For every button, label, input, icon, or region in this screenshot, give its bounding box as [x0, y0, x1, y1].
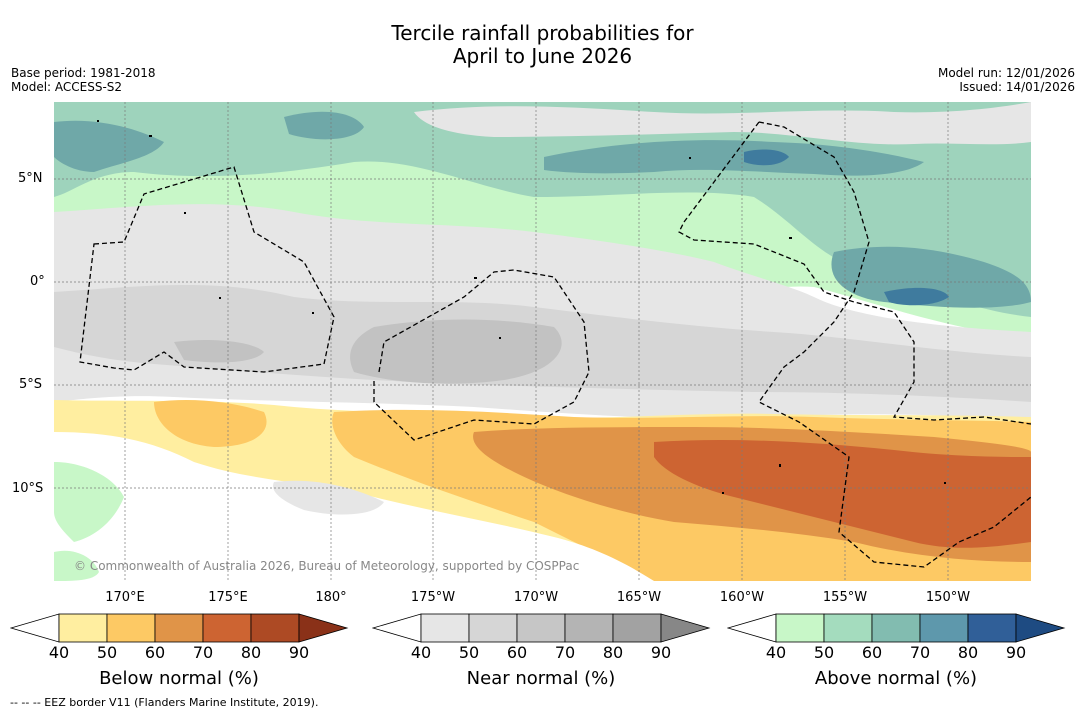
eez-borders: [79, 121, 1031, 568]
colorbar-segment: [58, 613, 108, 643]
lon-label: 170°W: [513, 590, 559, 605]
colorbar-segment: [516, 613, 566, 643]
colorbar-title-near: Near normal (%): [466, 668, 616, 689]
colorbar-tick: 60: [861, 643, 883, 662]
near-60-region-a: [350, 319, 562, 384]
colorbar-segment: [871, 613, 921, 643]
colorbar-segment: [775, 613, 825, 643]
colorbar-tick: 50: [813, 643, 835, 662]
near-60-region-b: [174, 340, 264, 363]
lon-label: 150°W: [925, 590, 971, 605]
colorbar-segment: [420, 613, 470, 643]
colorbar-above-normal: [727, 613, 1066, 643]
colorbar-tick: 70: [192, 643, 214, 662]
lon-label: 180°: [315, 590, 347, 605]
issued-date: Issued: 14/01/2026: [959, 80, 1075, 94]
colorbar-tick: 90: [288, 643, 310, 662]
map-title-line1: Tercile rainfall probabilities for: [391, 21, 694, 45]
colorbar-near-normal: [372, 613, 711, 643]
colorbar-over-triangle: [1015, 613, 1066, 643]
colorbar-tick: 60: [144, 643, 166, 662]
colorbar-tick: 80: [957, 643, 979, 662]
below-70-region: [654, 439, 1031, 548]
colorbar-segment: [154, 613, 204, 643]
lon-label: 155°W: [822, 590, 868, 605]
colorbar-segment: [967, 613, 1017, 643]
base-period: Base period: 1981-2018: [11, 66, 156, 80]
graticule: [54, 102, 1031, 581]
model-name: Model: ACCESS-S2: [11, 80, 123, 94]
colorbar-tick: 40: [410, 643, 432, 662]
colorbar-under-triangle: [10, 613, 60, 643]
lat-label-0: 0°: [30, 274, 45, 289]
colorbar-tick: 80: [240, 643, 262, 662]
lat-label-5n: 5°N: [18, 171, 43, 186]
colorbar-under-triangle: [727, 613, 777, 643]
colorbar-tick: 70: [909, 643, 931, 662]
lon-label: 170°E: [105, 590, 145, 605]
lon-label: 175°W: [410, 590, 456, 605]
colorbar-tick: 80: [602, 643, 624, 662]
map-title-line2: April to June 2026: [452, 44, 633, 68]
lon-label: 175°E: [208, 590, 248, 605]
above-70-region-b: [884, 287, 949, 306]
colorbar-tick: 40: [765, 643, 787, 662]
colorbar-segment: [823, 613, 873, 643]
above-60-region-east: [831, 246, 1031, 308]
colorbar-tick: 40: [48, 643, 70, 662]
lon-label: 165°W: [616, 590, 662, 605]
model-run: Model run: 12/01/2026: [937, 66, 1075, 80]
above-40-southwest: [54, 462, 124, 581]
above-60-region-north: [284, 111, 364, 140]
lon-label: 160°W: [719, 590, 765, 605]
colorbar-tick: 60: [506, 643, 528, 662]
colorbar-segment: [202, 613, 252, 643]
colorbar-segment: [612, 613, 662, 643]
colorbar-title-above: Above normal (%): [814, 668, 978, 689]
colorbar-tick: 70: [554, 643, 576, 662]
lat-label-5s: 5°S: [19, 377, 43, 392]
near-40-southwest: [273, 480, 384, 515]
colorbar-tick: 90: [650, 643, 672, 662]
colorbar-tick: 90: [1005, 643, 1027, 662]
copyright-notice: © Commonwealth of Australia 2026, Bureau…: [74, 559, 579, 573]
colorbar-segment: [919, 613, 969, 643]
colorbar-over-triangle: [298, 613, 349, 643]
colorbar-segment: [250, 613, 300, 643]
colorbar-over-triangle: [660, 613, 711, 643]
colorbar-title-below: Below normal (%): [99, 668, 259, 689]
above-70-region-a: [744, 149, 789, 166]
rainfall-map: © Commonwealth of Australia 2026, Bureau…: [54, 102, 1031, 581]
colorbar-under-triangle: [372, 613, 422, 643]
colorbar-tick: 50: [458, 643, 480, 662]
colorbar-tick: 50: [96, 643, 118, 662]
colorbar-segment: [468, 613, 518, 643]
colorbar-below-normal: [10, 613, 349, 643]
lat-label-10s: 10°S: [12, 481, 44, 496]
islands: [97, 120, 946, 494]
colorbar-segment: [106, 613, 156, 643]
near-40-region-upper: [414, 102, 1031, 145]
eez-footnote: -- -- -- EEZ border V11 (Flanders Marine…: [10, 696, 319, 709]
above-60-region-west: [54, 120, 164, 172]
colorbar-segment: [564, 613, 614, 643]
